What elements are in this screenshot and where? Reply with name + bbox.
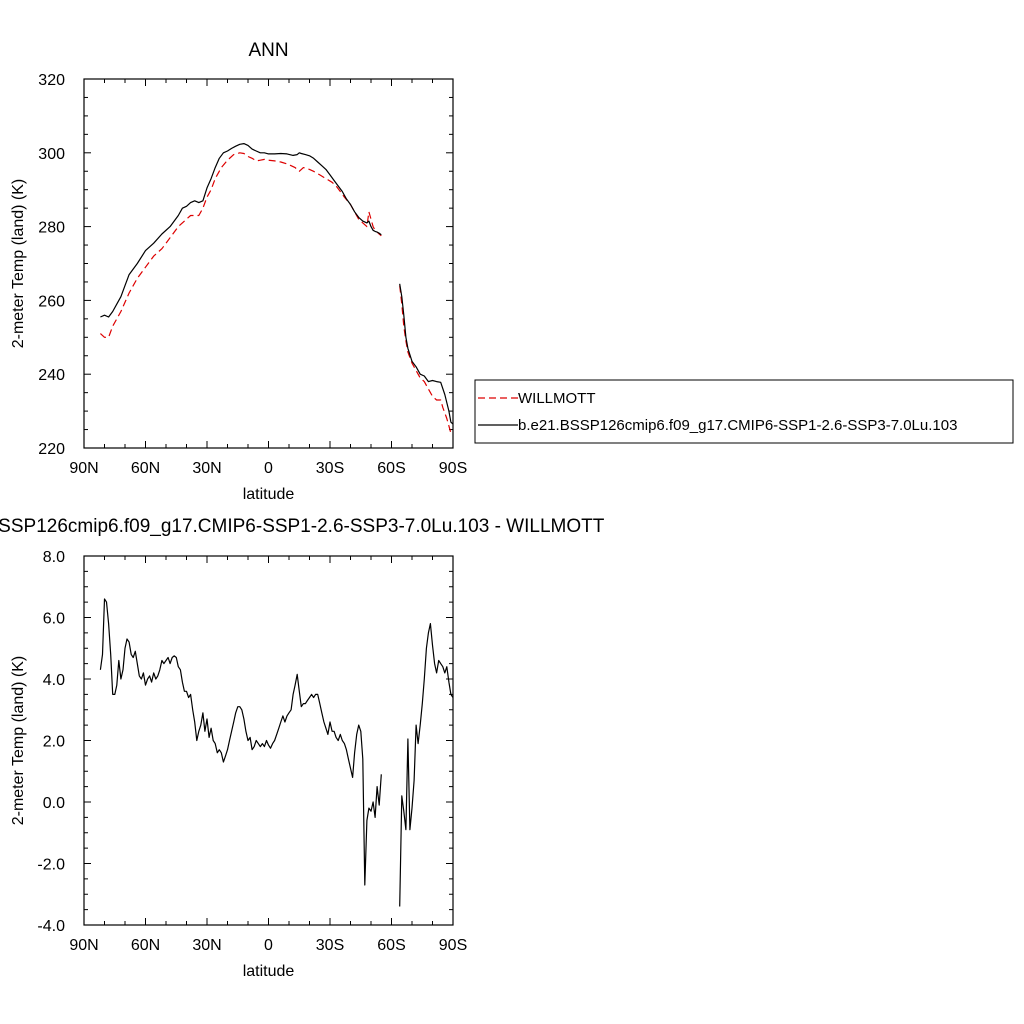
bottom-y-tick-label: -2.0	[37, 857, 65, 874]
top-y-tick-label: 220	[38, 441, 65, 458]
top-series-model-line	[399, 283, 454, 425]
legend-label-willmott: WILLMOTT	[518, 390, 596, 407]
top-x-tick-label: 30N	[192, 460, 221, 477]
top-x-tick-label: 0	[264, 460, 273, 477]
bottom-x-tick-label: 60S	[377, 937, 405, 954]
bottom-y-tick-label: 0.0	[43, 795, 65, 812]
top-y-tick-label: 300	[38, 146, 65, 163]
top-series-model-line	[100, 143, 382, 318]
top-y-tick-label: 240	[38, 367, 65, 384]
top-x-tick-label: 60N	[131, 460, 160, 477]
bottom-panel: b.e21.BSSP126cmip6.f09_g17.CMIP6-SSP1-2.…	[0, 516, 605, 980]
legend-box	[474, 379, 1014, 444]
top-x-tick-label: 30S	[316, 460, 344, 477]
bottom-x-tick-label: 90S	[439, 937, 467, 954]
legend: WILLMOTT b.e21.BSSP126cmip6.f09_g17.CMIP6…	[474, 379, 1014, 444]
bottom-series-model-line	[99, 598, 382, 886]
bottom-x-tick-label: 60N	[131, 937, 160, 954]
top-plot-frame	[83, 78, 454, 449]
top-x-axis-label: latitude	[243, 486, 295, 503]
top-y-tick-label: 280	[38, 220, 65, 237]
top-series-willmott-line	[399, 285, 452, 434]
bottom-series-model-line	[399, 623, 454, 907]
top-x-tick-label: 60S	[377, 460, 405, 477]
bottom-y-tick-label: 6.0	[43, 611, 65, 628]
bottom-y-axis-label: 2-meter Temp (land) (K)	[10, 656, 27, 826]
bottom-x-tick-label: 0	[264, 937, 273, 954]
bottom-x-tick-label: 90N	[69, 937, 98, 954]
bottom-plot-frame	[83, 555, 454, 926]
bottom-y-tick-label: 4.0	[43, 672, 65, 689]
bottom-x-axis-label: latitude	[243, 963, 295, 980]
bottom-x-tick-label: 30N	[192, 937, 221, 954]
bottom-x-tick-label: 30S	[316, 937, 344, 954]
top-x-tick-label: 90S	[439, 460, 467, 477]
bottom-y-tick-label: -4.0	[37, 918, 65, 935]
top-series-willmott-line	[99, 152, 382, 338]
top-y-axis-label: 2-meter Temp (land) (K)	[10, 179, 27, 349]
legend-label-model: b.e21.BSSP126cmip6.f09_g17.CMIP6-SSP1-2.…	[518, 417, 957, 434]
bottom-y-tick-label: 8.0	[43, 549, 65, 566]
top-y-tick-label: 260	[38, 293, 65, 310]
top-y-tick-label: 320	[38, 72, 65, 89]
bottom-chart-title: b.e21.BSSP126cmip6.f09_g17.CMIP6-SSP1-2.…	[0, 516, 605, 537]
bottom-y-tick-label: 2.0	[43, 734, 65, 751]
top-x-tick-label: 90N	[69, 460, 98, 477]
top-chart-title: ANN	[248, 40, 288, 61]
top-panel: ANN 90N 60N 30N 0 30S 60S 90S 220 240 260 280 300 320…	[10, 40, 467, 503]
